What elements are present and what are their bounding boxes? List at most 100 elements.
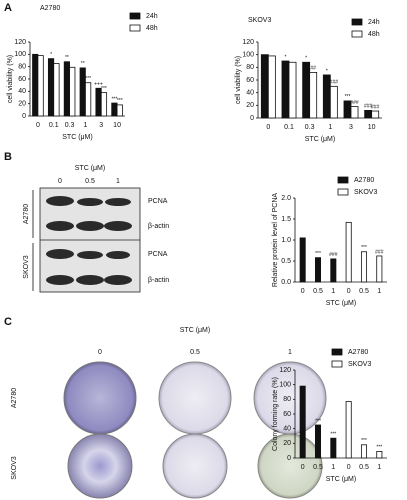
significance-label: ### [330,80,339,86]
bar [32,53,39,117]
x-tick-label: 0.5 [313,464,323,471]
blot-cell-line: SKOV3 [23,255,30,278]
dish [162,433,228,499]
y-tick-label: 1.0 [281,237,291,244]
legend-label: A2780 [354,177,374,184]
bar [314,424,322,459]
significance-label: ## [310,66,316,72]
blot-bands [46,196,132,285]
x-tick-label: 1 [377,288,381,295]
x-tick-label: 3 [99,122,103,129]
x-tick-label: 1 [331,288,335,295]
significance-label: *** [361,438,367,444]
y-tick-label: 60 [246,77,254,84]
bar [376,255,383,283]
dish [67,433,133,499]
y-tick-label: 40 [246,90,254,97]
bar [314,257,322,283]
significance-label: *** [85,76,91,82]
legend-label: A2780 [348,349,368,356]
x-tick-label: 0.3 [65,122,75,129]
significance-label: *** [315,418,321,424]
blot-treatment: STC (μM) [75,165,105,172]
significance-label: ** [65,55,69,61]
bar [330,258,337,283]
bar [350,106,359,119]
significance-label: ### [364,104,373,110]
legend-swatch [331,360,343,368]
y-axis-label: cell viability (%) [7,55,14,103]
x-tick-label: 0.5 [313,288,323,295]
x-tick-label: 0.1 [284,124,294,131]
bar [364,110,373,119]
bar [63,61,70,117]
x-axis-label: STC (μM) [305,136,335,143]
dish [63,361,137,435]
x-tick-label: 1 [331,464,335,471]
y-tick-label: 60 [283,411,291,418]
bar [360,444,368,459]
bar [299,237,306,283]
y-tick-label: 120 [242,39,254,46]
bar [376,450,383,459]
bar [371,110,380,119]
y-tick-label: 100 [14,51,26,58]
x-tick-label: 0.5 [359,288,369,295]
blot-dose: 0 [58,178,62,185]
chart-title: A2780 [40,5,60,12]
bar [95,87,102,117]
y-tick-label: 100 [242,52,254,59]
x-tick-label: 0.1 [49,122,59,129]
dish [257,433,323,499]
panel-label: A [4,2,12,14]
bar [69,66,76,117]
blot-cell-line: A2780 [23,204,30,224]
legend-swatch [351,30,363,38]
colony-dose: 1 [288,349,292,356]
x-axis-label: STC (μM) [326,300,356,307]
legend-swatch [129,12,141,20]
y-tick-label: 20 [246,102,254,109]
significance-label: *** [345,94,351,100]
y-tick-label: 80 [246,64,254,71]
y-tick-label: 0 [250,115,254,122]
y-tick-label: 0.5 [281,258,291,265]
y-tick-label: 40 [18,88,26,95]
bar [299,385,306,459]
x-tick-label: 1 [377,464,381,471]
legend-label: 48h [146,25,158,32]
y-tick-label: 100 [279,382,291,389]
blot-dose: 0.5 [85,178,95,185]
bar [100,92,108,117]
x-tick-label: 3 [349,124,353,131]
colony-dose: 0.5 [190,349,200,356]
colony-dose: 0 [98,349,102,356]
significance-label: * [285,54,287,60]
legend-label: 24h [146,13,158,20]
y-tick-label: 0 [22,113,26,120]
bar [302,61,311,119]
significance-label: *** [361,245,367,251]
y-tick-label: 20 [283,440,291,447]
blot-protein: β-actin [148,277,169,284]
bar [111,102,118,117]
x-tick-label: 0 [301,288,305,295]
y-tick-label: 0 [287,455,291,462]
x-axis-label: STC (μM) [326,476,356,483]
bar [309,72,318,119]
dish [158,361,232,435]
significance-label: ** [81,61,85,67]
y-axis-label: Colony forming rate (%) [272,377,279,451]
blot-protein: PCNA [148,251,168,258]
legend-label: 48h [368,31,380,38]
x-tick-label: 0.5 [359,464,369,471]
bar [53,63,60,117]
significance-label: *** [111,96,117,102]
significance-label: * [305,56,307,62]
significance-label: +++ [94,82,103,88]
bar [329,85,338,119]
y-tick-label: 2.0 [281,195,291,202]
legend-swatch [337,176,349,184]
blot-protein: β-actin [148,223,169,230]
bar [345,401,352,459]
